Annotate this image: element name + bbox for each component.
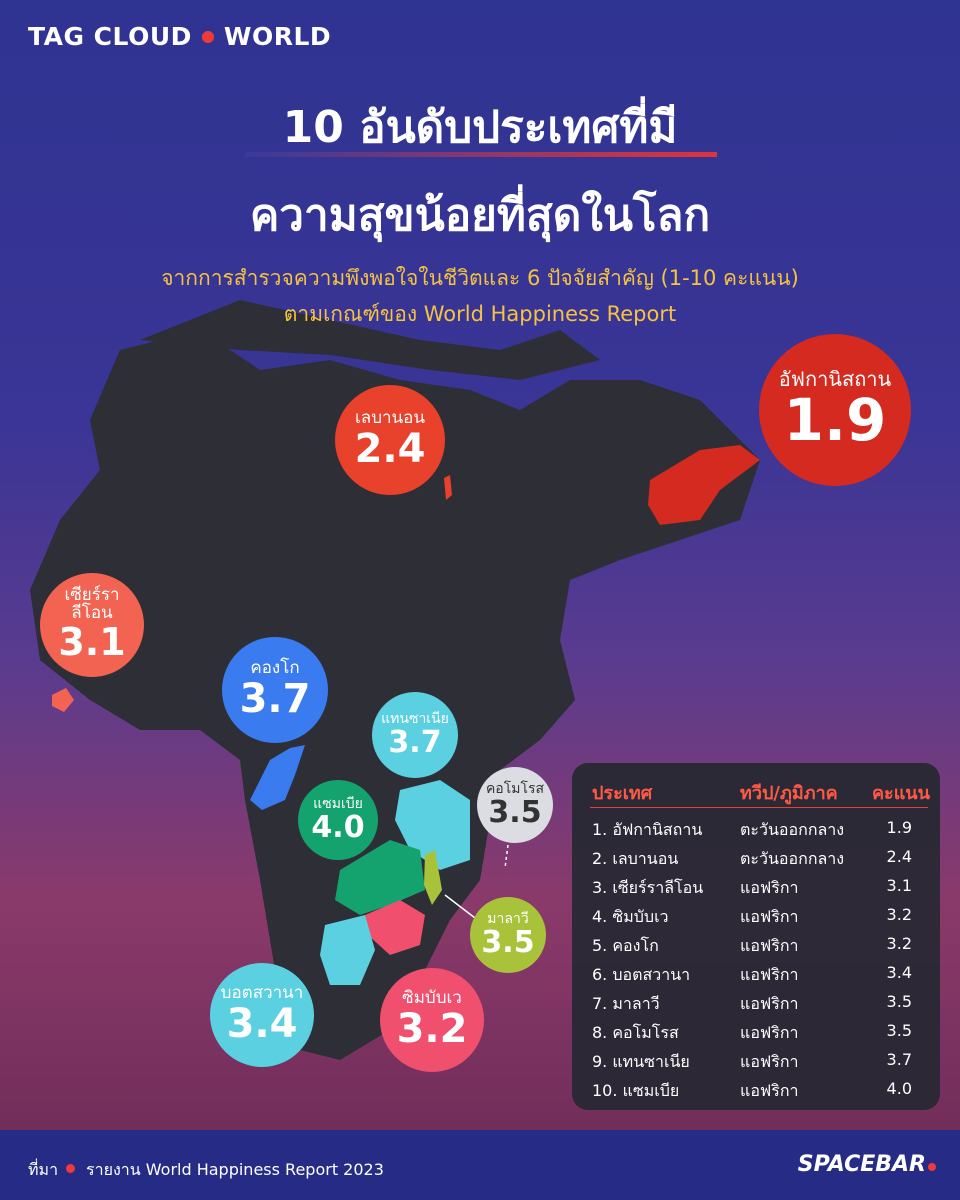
source-label: ที่มา — [28, 1160, 59, 1179]
bubble-value: 3.5 — [488, 794, 542, 830]
bubble-label: เลบานอน — [354, 408, 426, 429]
bubble-value: 3.4 — [226, 1000, 298, 1047]
country-bubble: เซียร์รา ลีโอน 3.1 — [40, 573, 144, 677]
table-country: 3. เซียร์ราลีโอน — [592, 878, 704, 897]
table-region: แอฟริกา — [740, 1052, 799, 1071]
table-region: แอฟริกา — [740, 907, 799, 926]
country-bubble: คองโก 3.7 — [222, 637, 328, 743]
logo-dot — [928, 1163, 936, 1171]
title-underline — [245, 152, 717, 157]
bubble-value: 3.7 — [239, 675, 311, 722]
map — [30, 300, 760, 1060]
table-country: 1. อัฟกานิสถาน — [592, 820, 703, 839]
header: TAG CLOUD WORLD — [28, 22, 331, 51]
table-region: แอฟริกา — [740, 1081, 799, 1100]
table-country: 2. เลบานอน — [592, 849, 679, 868]
bubble-value: 1.9 — [783, 386, 887, 455]
country-lebanon — [444, 475, 452, 500]
table-region: แอฟริกา — [740, 1023, 799, 1042]
table-region: แอฟริกา — [740, 994, 799, 1013]
bubble-value: 3.2 — [396, 1005, 468, 1052]
table-region: ตะวันออกกลาง — [740, 820, 845, 839]
country-congo — [250, 745, 305, 810]
bubble-label: ลีโอน — [71, 603, 113, 624]
table-score: 2.4 — [886, 847, 912, 866]
table-country: 10. แซมเบีย — [592, 1081, 680, 1100]
leader-line — [504, 844, 509, 869]
bubble-label: บอตสวานา — [220, 983, 304, 1004]
subtitle: ตามเกณฑ์ของ World Happiness Report — [283, 302, 677, 326]
table-score: 3.4 — [886, 963, 912, 982]
country-bubble: เลบานอน 2.4 — [335, 385, 445, 495]
table-country: 5. คองโก — [592, 936, 659, 955]
country-botswana — [320, 915, 375, 985]
table-country: 4. ซิมบับเว — [592, 907, 669, 926]
bubble-label: ซิมบับเว — [402, 988, 462, 1009]
ranking-table: ประเทศ ทวีป/ภูมิภาค คะแนน 1. อัฟกานิสถาน ตะว… — [572, 763, 940, 1110]
table-region: แอฟริกา — [740, 936, 799, 955]
bubble-value: 4.0 — [311, 809, 365, 845]
country-zambia — [335, 840, 425, 915]
table-score: 4.0 — [886, 1079, 912, 1098]
table-region: แอฟริกา — [740, 878, 799, 897]
table-header: ทวีป/ภูมิภาค — [740, 783, 838, 804]
table-country: 6. บอตสวานา — [592, 965, 691, 984]
logo: SPACEBAR — [797, 1152, 926, 1177]
bubble-label: คองโก — [250, 658, 300, 679]
table-score: 3.5 — [886, 992, 912, 1011]
map-europe — [140, 300, 600, 380]
table-score: 3.1 — [886, 876, 912, 895]
country-bubble: ซิมบับเว 3.2 — [380, 968, 484, 1072]
section: WORLD — [223, 22, 332, 51]
bubble-value: 2.4 — [354, 425, 426, 472]
bubble-label: แทนซาเนีย — [381, 710, 449, 727]
table-score: 1.9 — [886, 818, 912, 837]
country-bubble: คอโมโรส 3.5 — [477, 767, 553, 843]
footer-dot — [66, 1164, 75, 1173]
country-bubble: แซมเบีย 4.0 — [298, 780, 378, 860]
table-score: 3.5 — [886, 1021, 912, 1040]
leader-line — [444, 894, 476, 919]
brand: TAG CLOUD — [28, 22, 192, 51]
table-rule — [590, 807, 928, 808]
map-landmass — [30, 330, 760, 1060]
table-score: 3.7 — [886, 1050, 912, 1069]
table-score: 3.2 — [886, 934, 912, 953]
bubble-label: มาลาวี — [487, 910, 529, 927]
country-zimbabwe — [365, 900, 425, 955]
country-sierra-leone — [52, 688, 74, 712]
country-afghanistan — [648, 445, 760, 525]
header-dot — [201, 30, 214, 43]
bubble-value: 3.1 — [58, 619, 126, 664]
table-region: แอฟริกา — [740, 965, 799, 984]
country-tanzania — [395, 780, 470, 870]
country-bubble: แทนซาเนีย 3.7 — [372, 692, 458, 778]
table-header: ประเทศ — [592, 783, 653, 804]
bubble-label: อัฟกานิสถาน — [778, 367, 892, 392]
country-bubble: มาลาวี 3.5 — [470, 897, 546, 973]
bubble-label: เซียร์รา — [64, 585, 120, 606]
bubble-label: แซมเบีย — [313, 795, 363, 812]
bubble-value: 3.7 — [388, 724, 442, 760]
country-malawi — [424, 850, 442, 905]
title: 10 อันดับประเทศที่มี — [282, 102, 678, 153]
country-bubble: บอตสวานา 3.4 — [210, 963, 314, 1067]
source: รายงาน World Happiness Report 2023 — [86, 1160, 384, 1179]
table-country: 7. มาลาวี — [592, 994, 660, 1013]
table-country: 9. แทนซาเนีย — [592, 1052, 690, 1071]
footer: ที่มา รายงาน World Happiness Report 2023… — [0, 1130, 960, 1200]
title: ความสุขน้อยที่สุดในโลก — [249, 190, 711, 241]
table-header: คะแนน — [872, 783, 930, 804]
bubble-label: คอโมโรส — [485, 780, 545, 797]
table-score: 3.2 — [886, 905, 912, 924]
bubble-value: 3.5 — [481, 924, 535, 960]
subtitle: จากการสำรวจความพึงพอใจในชีวิตและ 6 ปัจจั… — [161, 266, 799, 290]
country-bubble: อัฟกานิสถาน 1.9 — [759, 334, 911, 486]
table-region: ตะวันออกกลาง — [740, 849, 845, 868]
table-country: 8. คอโมโรส — [592, 1023, 679, 1042]
